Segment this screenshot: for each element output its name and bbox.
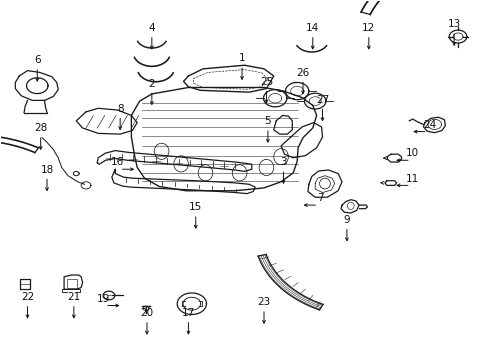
Text: 14: 14 [305,23,319,33]
Text: 16: 16 [111,157,124,167]
Text: 24: 24 [422,120,435,130]
Text: 5: 5 [264,116,271,126]
Text: 8: 8 [117,104,123,114]
Text: 17: 17 [182,308,195,318]
Text: 4: 4 [148,23,155,33]
Text: 13: 13 [447,19,460,30]
Text: 19: 19 [96,294,109,304]
Text: 26: 26 [296,68,309,78]
Text: 23: 23 [257,297,270,307]
Text: 21: 21 [67,292,81,302]
Text: 6: 6 [34,55,41,65]
Text: 9: 9 [343,215,349,225]
Text: 2: 2 [148,78,155,89]
Text: 18: 18 [41,165,54,175]
Text: 22: 22 [21,292,34,302]
Text: 20: 20 [140,308,153,318]
Text: 25: 25 [259,77,272,87]
Text: 3: 3 [280,157,286,167]
Text: 7: 7 [316,193,323,203]
Text: 10: 10 [406,148,418,158]
Text: 11: 11 [405,174,419,184]
Text: 1: 1 [238,53,245,63]
Text: 28: 28 [34,123,47,134]
Text: 15: 15 [189,202,202,212]
Text: 12: 12 [362,23,375,33]
Text: 27: 27 [315,95,328,105]
